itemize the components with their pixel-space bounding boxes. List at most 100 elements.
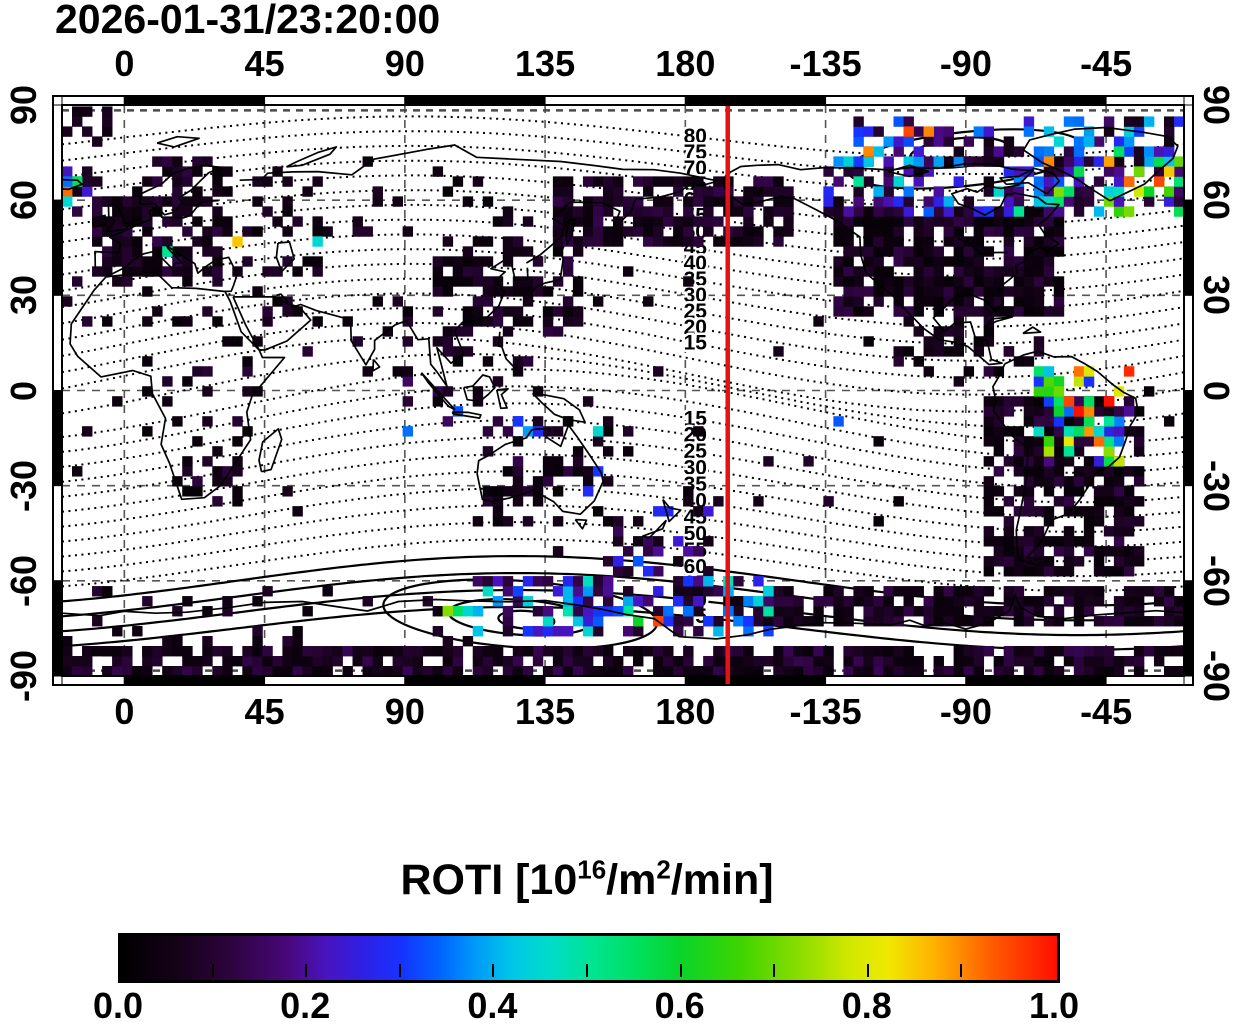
roti-cell <box>713 216 724 227</box>
roti-cell <box>592 626 604 637</box>
roti-cell <box>512 276 524 287</box>
roti-cell <box>492 316 504 327</box>
roti-cell <box>1093 666 1105 676</box>
roti-cell <box>683 216 694 227</box>
roti-cell <box>192 186 203 197</box>
roti-cell <box>1113 526 1125 537</box>
roti-cell <box>773 656 784 667</box>
roti-cell <box>703 566 714 577</box>
roti-cell <box>492 496 504 507</box>
roti-cell <box>472 516 484 527</box>
coastline <box>992 350 1140 566</box>
roti-cell <box>1163 116 1175 127</box>
roti-cell <box>1123 486 1135 497</box>
roti-cell <box>292 626 303 637</box>
roti-cell <box>552 276 564 287</box>
roti-cell <box>973 596 985 607</box>
roti-cell <box>683 666 694 676</box>
roti-cell <box>743 196 754 207</box>
roti-cell <box>502 246 514 257</box>
roti-cell <box>993 396 1005 407</box>
roti-cell <box>1093 156 1105 167</box>
roti-cell <box>1083 126 1095 137</box>
roti-cell <box>1013 286 1025 297</box>
roti-cell <box>572 466 584 477</box>
roti-cell <box>843 596 854 607</box>
roti-cell <box>993 556 1005 567</box>
roti-cell <box>653 226 664 237</box>
roti-cell <box>202 246 213 257</box>
roti-cell <box>983 556 995 567</box>
roti-cell <box>773 596 784 607</box>
roti-cell <box>963 156 975 167</box>
roti-hotspot-cell <box>923 126 934 137</box>
roti-cell <box>933 246 944 257</box>
roti-cell <box>823 196 834 207</box>
roti-cell <box>863 256 874 267</box>
roti-cell <box>232 456 243 467</box>
roti-cell <box>212 206 223 217</box>
roti-cell <box>883 616 894 627</box>
roti-cell <box>1063 406 1075 417</box>
roti-cell <box>1013 216 1025 227</box>
roti-cell <box>673 626 684 637</box>
roti-cell <box>983 176 995 187</box>
roti-cell <box>452 276 464 287</box>
roti-cell <box>132 256 143 267</box>
roti-cell <box>222 226 233 237</box>
roti-cell <box>1023 526 1035 537</box>
roti-data-cells <box>62 106 1184 676</box>
roti-cell <box>1163 136 1175 147</box>
roti-cell <box>582 206 594 217</box>
roti-cell <box>913 236 924 247</box>
roti-cell <box>602 556 614 567</box>
roti-cell <box>893 246 904 257</box>
roti-cell <box>1063 116 1075 127</box>
roti-cell <box>182 376 193 387</box>
roti-cell <box>412 646 424 657</box>
roti-cell <box>863 126 874 137</box>
roti-cell <box>1013 506 1025 517</box>
roti-cell <box>1113 406 1125 417</box>
roti-cell <box>602 656 614 667</box>
roti-cell <box>923 276 934 287</box>
roti-cell <box>703 206 714 217</box>
roti-cell <box>983 146 995 157</box>
roti-cell <box>252 596 263 607</box>
frame-stripe-bottom <box>965 675 1107 686</box>
roti-cell <box>823 646 834 657</box>
roti-cell <box>753 176 764 187</box>
roti-cell <box>1113 166 1125 177</box>
roti-cell <box>1063 656 1075 667</box>
roti-cell <box>1123 616 1135 627</box>
roti-cell <box>252 666 263 676</box>
roti-cell <box>1093 206 1105 217</box>
roti-hotspot-cell <box>582 486 594 497</box>
roti-cell <box>853 276 864 287</box>
roti-cell <box>923 226 934 237</box>
dip-contour-label: 30 <box>684 457 707 480</box>
roti-cell <box>1083 196 1095 207</box>
roti-cell <box>1093 506 1105 517</box>
roti-cell <box>292 506 303 517</box>
roti-cell <box>472 256 484 267</box>
roti-cell <box>202 386 213 397</box>
roti-cell <box>623 586 634 597</box>
roti-cell <box>582 586 594 597</box>
roti-cell <box>422 596 434 607</box>
roti-hotspot-cell <box>943 196 954 207</box>
roti-cell <box>612 536 624 547</box>
roti-cell <box>1073 486 1085 497</box>
roti-cell <box>122 226 133 237</box>
roti-cell <box>713 496 724 507</box>
roti-cell <box>552 666 564 676</box>
roti-cell <box>552 226 564 237</box>
roti-cell <box>612 526 624 537</box>
roti-cell <box>903 206 914 217</box>
roti-cell <box>1023 216 1035 227</box>
roti-cell <box>963 306 975 317</box>
bottom-axis-tick-label: 90 <box>384 691 425 732</box>
roti-cell <box>452 266 464 277</box>
roti-cell <box>863 206 874 217</box>
roti-cell <box>1053 186 1065 197</box>
